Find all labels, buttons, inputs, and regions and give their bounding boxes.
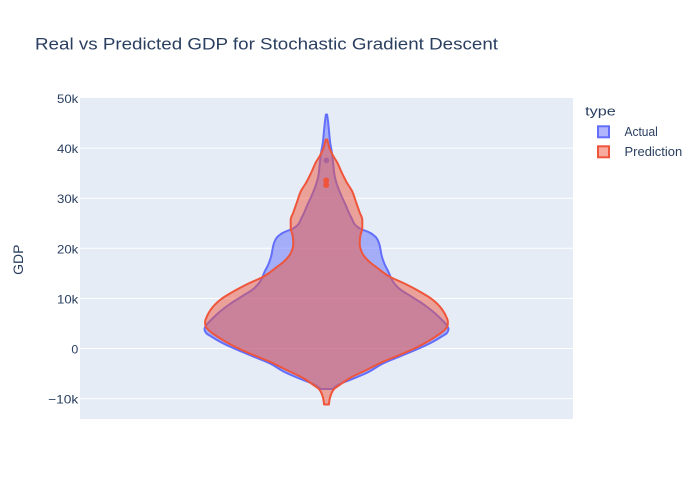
svg-text:GDP: GDP: [10, 245, 26, 275]
svg-text:−10k: −10k: [48, 393, 79, 407]
svg-text:40k: 40k: [57, 142, 79, 156]
svg-text:Actual: Actual: [625, 125, 658, 139]
svg-text:Real vs Predicted GDP for Stoc: Real vs Predicted GDP for Stochastic Gra…: [35, 34, 498, 53]
svg-text:Prediction: Prediction: [625, 145, 683, 159]
svg-text:50k: 50k: [57, 92, 79, 106]
svg-text:20k: 20k: [57, 242, 79, 256]
svg-text:30k: 30k: [57, 192, 79, 206]
svg-text:10k: 10k: [57, 292, 79, 306]
svg-text:type: type: [585, 104, 616, 119]
svg-text:0: 0: [71, 343, 78, 357]
